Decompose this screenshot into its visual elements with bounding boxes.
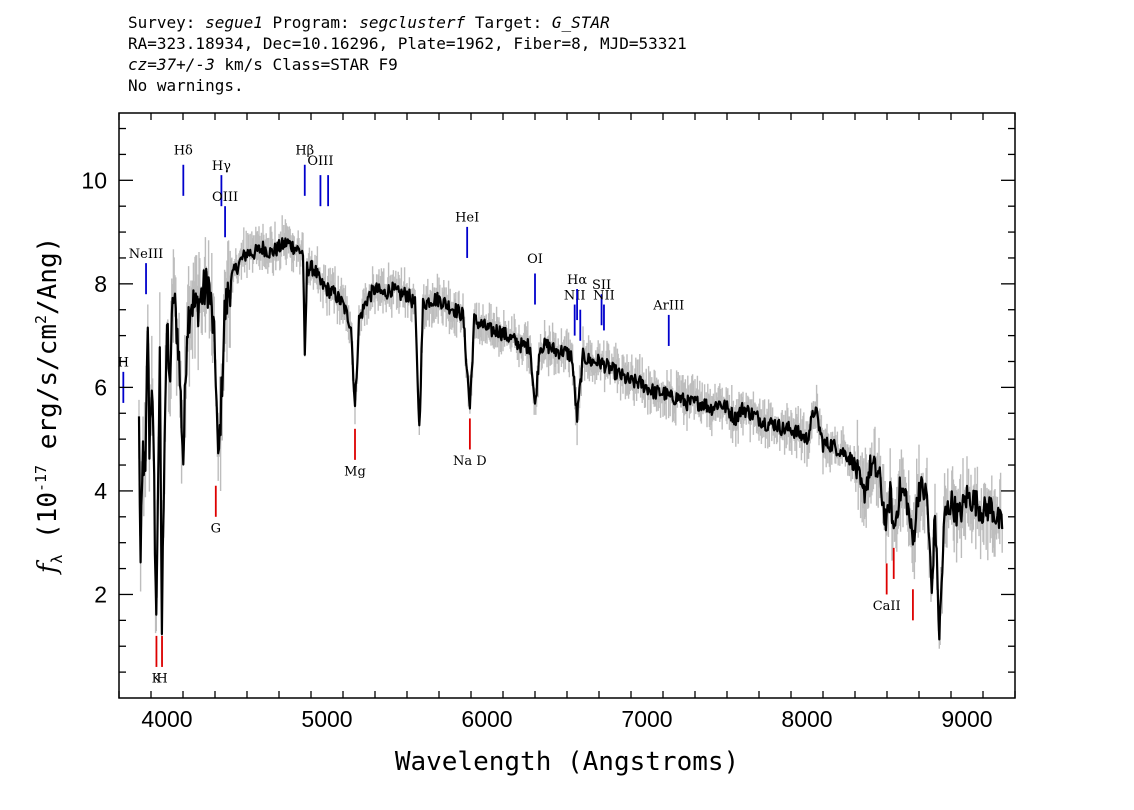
emission-line-label: ArIII (652, 299, 684, 314)
survey-key: Survey: (128, 13, 196, 32)
target-key: Target: (474, 13, 543, 32)
y-tick-label: 2 (94, 581, 107, 607)
x-tick-label: 4000 (141, 706, 192, 732)
emission-line-label: NII (564, 288, 586, 303)
header-line-1: Survey: segue1 Program: segclusterf Targ… (128, 12, 687, 33)
flux-series-line (137, 237, 1004, 641)
absorption-line-label: CaII (873, 599, 901, 614)
absorption-line-label: Mg (344, 464, 366, 479)
program-key: Program: (272, 13, 350, 32)
y-tick-label: 4 (94, 478, 107, 504)
x-tick-label: 7000 (621, 706, 672, 732)
x-tick-label: 5000 (301, 706, 352, 732)
survey-value: segue1 (205, 13, 263, 32)
emission-line-label: SII (592, 278, 611, 293)
emission-line-label: H (118, 356, 129, 371)
y-tick-label: 8 (94, 271, 107, 297)
program-value: segclusterf (359, 13, 466, 32)
header-line-4: No warnings. (128, 76, 244, 95)
emission-line-label: OIII (307, 154, 333, 169)
emission-line-label: Hδ (174, 143, 193, 158)
x-tick-label: 9000 (941, 706, 992, 732)
emission-line-label: HeI (455, 211, 479, 226)
x-tick-label: 6000 (461, 706, 512, 732)
y-tick-label: 6 (94, 374, 107, 400)
emission-line-label: Hγ (212, 159, 231, 174)
spectrum-header: Survey: segue1 Program: segclusterf Targ… (128, 12, 687, 96)
emission-line-label: Hβ (295, 143, 314, 158)
redshift-value: cz=37+/-3 (128, 55, 215, 74)
absorption-line-label: Na D (453, 454, 487, 469)
header-line-2: RA=323.18934, Dec=10.16296, Plate=1962, … (128, 34, 687, 53)
absorption-line-label: K (152, 671, 162, 686)
absorption-line-label: G (211, 521, 221, 536)
emission-line-label: OI (527, 252, 543, 267)
y-axis-title: fλ (10-17 erg/s/cm2/Ang) (32, 237, 66, 576)
emission-line-label: NeIII (129, 247, 163, 262)
header-line-3: cz=37+/-3 km/s Class=STAR F9 (128, 54, 687, 75)
y-tick-label: 10 (81, 167, 107, 193)
x-tick-label: 8000 (781, 706, 832, 732)
emission-line-label: NII (593, 288, 615, 303)
emission-line-label: Hα (567, 273, 587, 288)
absorption-line-label: H (156, 671, 167, 686)
target-value: G_STAR (551, 13, 610, 32)
class-text: km/s Class=STAR F9 (214, 55, 398, 74)
emission-line-label: OIII (212, 190, 238, 205)
x-axis-title: Wavelength (Angstroms) (395, 747, 739, 777)
